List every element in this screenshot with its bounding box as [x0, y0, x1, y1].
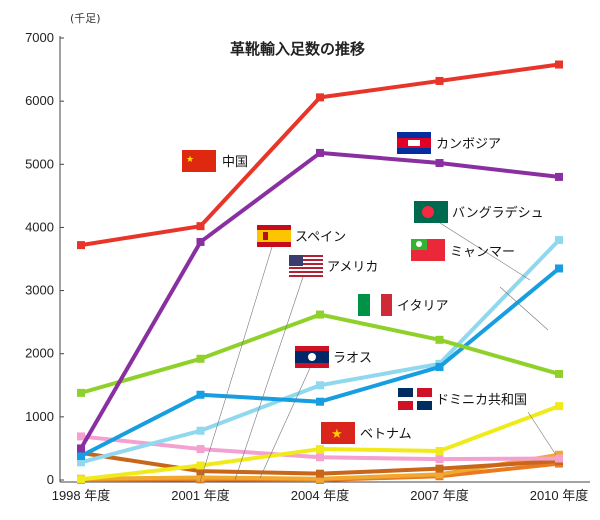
- label-laos: ラオス: [333, 351, 372, 366]
- data-point: [316, 474, 324, 483]
- series-0: [77, 60, 563, 250]
- x-tick-label: 2007 年度: [410, 488, 469, 503]
- cambodia-flag-icon: [397, 132, 431, 154]
- series-2: [77, 310, 563, 397]
- spain-flag-icon: [257, 225, 291, 247]
- data-point: [435, 464, 444, 473]
- myanmar-flag-icon: [411, 239, 445, 261]
- label-usa: アメリカ: [327, 260, 378, 275]
- data-point: [77, 444, 85, 453]
- italy-flag-icon: [358, 294, 392, 316]
- data-point: [196, 473, 205, 482]
- data-point: [316, 453, 324, 462]
- data-point: [77, 241, 85, 250]
- y-tick-label: 4000: [25, 219, 54, 234]
- unit-label: (千足): [70, 12, 101, 25]
- label-china: 中国: [222, 155, 248, 170]
- y-tick-label: 6000: [25, 93, 54, 108]
- data-point: [435, 455, 444, 464]
- data-point: [196, 390, 205, 399]
- label-vietnam: ベトナム: [360, 427, 412, 442]
- data-point: [316, 397, 324, 406]
- svg-text:★: ★: [186, 155, 194, 165]
- laos-flag-icon: [295, 346, 329, 368]
- data-point: [316, 148, 324, 157]
- chart-title: 革靴輸入足数の推移: [230, 40, 365, 58]
- y-tick-label: 3000: [25, 283, 54, 298]
- series-5: [77, 402, 563, 484]
- x-tick-label: 2001 年度: [171, 488, 230, 503]
- y-axis: (千足): [59, 12, 101, 482]
- data-point: [316, 310, 324, 319]
- x-tick-label: 1998 年度: [52, 488, 111, 503]
- series-lines: [77, 60, 563, 484]
- data-point: [77, 475, 85, 484]
- data-point: [77, 452, 85, 461]
- data-point: [77, 458, 85, 467]
- data-point: [435, 335, 444, 344]
- china-flag-icon: ★: [182, 150, 216, 172]
- label-myanmar: ミャンマー: [450, 245, 515, 260]
- label-dominican: ドミニカ共和国: [436, 393, 527, 408]
- data-point: [77, 432, 85, 441]
- data-point: [196, 461, 205, 470]
- label-italy: イタリア: [397, 299, 448, 314]
- series-1: [77, 148, 563, 453]
- x-tick-label: 2010 年度: [530, 488, 589, 503]
- data-point: [555, 369, 563, 378]
- data-point: [435, 446, 444, 455]
- y-tick-label: 0: [47, 472, 54, 487]
- data-point: [316, 445, 324, 454]
- y-tick-label: 1000: [25, 409, 54, 424]
- data-point: [196, 445, 205, 454]
- usa-flag-icon: [289, 255, 323, 277]
- y-tick-label: 2000: [25, 346, 54, 361]
- data-point: [196, 354, 205, 363]
- label-cambodia: カンボジア: [436, 137, 501, 152]
- vietnam-flag-icon: ★: [321, 422, 355, 444]
- data-point: [555, 236, 563, 245]
- annotations: ★: [182, 132, 557, 483]
- leader-lines: [199, 222, 557, 483]
- bangladesh-flag-icon: [414, 201, 448, 223]
- data-point: [435, 470, 444, 479]
- series-4: [77, 264, 563, 461]
- data-point: [316, 93, 324, 102]
- data-point: [77, 388, 85, 397]
- data-point: [555, 402, 563, 411]
- data-point: [316, 381, 324, 390]
- data-point: [196, 237, 205, 246]
- data-point: [196, 222, 205, 231]
- data-point: [435, 362, 444, 371]
- data-point: [196, 426, 205, 435]
- x-tick-labels: 1998 年度 2001 年度 2004 年度 2007 年度 2010 年度: [52, 488, 589, 503]
- y-tick-label: 7000: [25, 30, 54, 45]
- data-point: [196, 467, 205, 476]
- dominican-flag-icon: [398, 388, 432, 410]
- label-bangladesh: バングラデシュ: [452, 205, 544, 221]
- data-point: [555, 172, 563, 181]
- data-point: [316, 469, 324, 478]
- series-6: [77, 432, 563, 464]
- data-point: [555, 454, 563, 463]
- label-spain: スペイン: [295, 230, 346, 245]
- data-point: [555, 60, 563, 69]
- svg-text:★: ★: [331, 427, 343, 442]
- y-tick-label: 5000: [25, 156, 54, 171]
- y-tick-labels: 0 1000 2000 3000 4000 5000 6000 7000: [25, 30, 64, 487]
- x-tick-label: 2004 年度: [291, 488, 350, 503]
- data-point: [435, 76, 444, 85]
- data-point: [555, 264, 563, 273]
- data-point: [435, 159, 444, 168]
